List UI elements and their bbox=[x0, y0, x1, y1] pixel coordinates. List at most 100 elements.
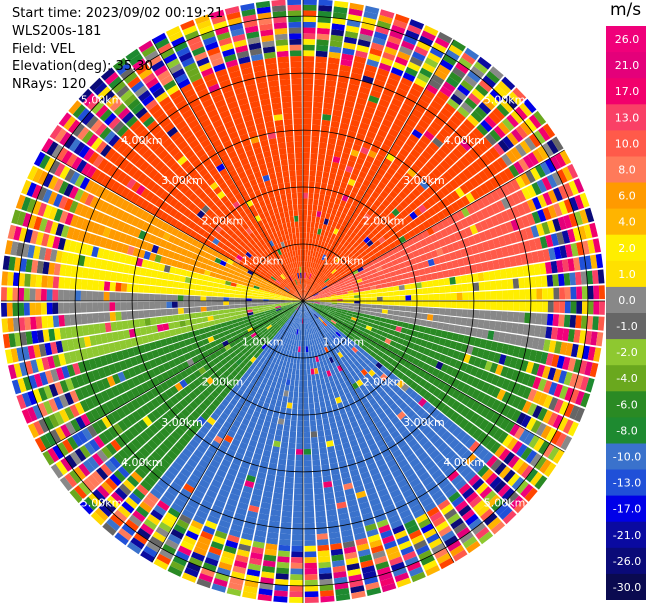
ray-gate bbox=[383, 138, 394, 148]
ray-gate bbox=[307, 311, 311, 317]
ray-gate bbox=[414, 318, 422, 326]
ray-gate bbox=[475, 157, 487, 170]
ray-gate bbox=[204, 520, 218, 530]
ray-gate bbox=[334, 272, 340, 278]
ray-gate bbox=[106, 375, 116, 387]
ray-gate bbox=[294, 488, 303, 495]
ray-gate bbox=[184, 319, 192, 326]
ray-gate bbox=[254, 447, 264, 456]
ray-gate bbox=[70, 326, 78, 338]
ray-gate bbox=[122, 264, 130, 274]
ray-gate bbox=[12, 302, 19, 317]
ray-gate bbox=[304, 454, 312, 461]
ray-gate bbox=[218, 488, 230, 498]
ray-gate bbox=[463, 421, 474, 433]
ray-gate bbox=[462, 536, 478, 549]
ray-gate bbox=[238, 466, 249, 475]
ray-gate bbox=[470, 264, 478, 274]
ray-gate bbox=[263, 365, 270, 373]
ray-gate bbox=[304, 266, 307, 273]
ray-gate bbox=[495, 200, 506, 212]
ray-gate bbox=[329, 350, 335, 357]
ray-gate bbox=[113, 341, 122, 352]
ray-gate bbox=[201, 389, 211, 398]
ray-gate bbox=[342, 540, 356, 549]
ray-gate bbox=[305, 290, 309, 296]
ray-gate bbox=[306, 278, 309, 285]
ray-gate bbox=[320, 211, 326, 219]
ray-gate bbox=[559, 385, 569, 400]
ray-gate bbox=[13, 363, 23, 378]
ray-gate bbox=[520, 253, 528, 265]
ray-gate bbox=[249, 402, 257, 411]
ray-gate bbox=[223, 545, 237, 555]
ray-gate bbox=[423, 348, 431, 356]
ray-gate bbox=[266, 360, 272, 367]
ray-gate bbox=[535, 276, 542, 288]
ray-gate bbox=[557, 216, 567, 231]
ray-gate bbox=[482, 97, 496, 111]
ray-gate bbox=[247, 286, 254, 291]
ray-gate bbox=[279, 533, 291, 540]
ray-gate bbox=[303, 61, 314, 68]
ray-gate bbox=[303, 175, 309, 182]
ray-gate bbox=[151, 349, 160, 359]
ray-gate bbox=[305, 284, 309, 291]
ray-gate bbox=[481, 451, 494, 464]
ray-gate bbox=[260, 363, 266, 371]
ray-gate bbox=[289, 585, 303, 592]
ray-gate bbox=[198, 402, 208, 412]
ray-gate bbox=[414, 159, 425, 169]
ray-gate bbox=[501, 378, 511, 391]
ray-gate bbox=[260, 335, 267, 342]
ray-gate bbox=[339, 466, 349, 474]
ray-gate bbox=[532, 196, 542, 210]
ray-gate bbox=[304, 477, 313, 484]
ray-gate bbox=[373, 199, 382, 208]
ray-gate bbox=[403, 278, 410, 285]
ray-gate bbox=[162, 413, 172, 423]
ray-gate bbox=[61, 251, 69, 264]
ray-gate bbox=[250, 434, 259, 442]
ray-gate bbox=[581, 286, 588, 300]
ray-gate bbox=[375, 561, 390, 571]
ray-gate bbox=[426, 314, 434, 321]
ray-gate bbox=[343, 331, 350, 337]
ray-gate bbox=[375, 458, 386, 468]
ray-gate bbox=[342, 207, 349, 215]
ray-gate bbox=[323, 102, 333, 110]
ray-gate bbox=[496, 401, 507, 414]
ray-gate bbox=[314, 182, 321, 189]
ray-gate bbox=[146, 351, 154, 361]
ray-gate bbox=[347, 160, 356, 168]
ray-gate bbox=[195, 464, 207, 474]
ray-gate bbox=[29, 274, 37, 287]
ray-gate bbox=[214, 572, 230, 582]
ray-gate bbox=[432, 203, 441, 214]
ray-gate bbox=[33, 373, 43, 388]
ray-gate bbox=[452, 350, 461, 360]
ray-gate bbox=[442, 171, 453, 182]
ray-gate bbox=[188, 382, 197, 391]
ray-gate bbox=[520, 414, 532, 428]
ray-gate bbox=[234, 304, 241, 309]
ray-gate bbox=[178, 314, 185, 321]
ray-gate bbox=[110, 397, 121, 410]
ray-gate bbox=[304, 278, 307, 285]
ray-gate bbox=[355, 490, 367, 499]
ray-gate bbox=[260, 370, 267, 378]
ray-gate bbox=[197, 535, 212, 546]
ray-gate bbox=[166, 434, 178, 445]
ray-gate bbox=[400, 77, 413, 88]
ray-gate bbox=[376, 308, 383, 313]
ray-gate bbox=[346, 229, 353, 237]
ray-gate bbox=[483, 512, 498, 526]
ray-gate bbox=[405, 306, 412, 312]
ray-gate bbox=[438, 478, 450, 490]
ray-gate bbox=[194, 301, 201, 307]
ray-gate bbox=[324, 91, 335, 99]
ray-gate bbox=[356, 97, 367, 106]
ray-gate bbox=[587, 301, 594, 315]
ray-gate bbox=[412, 226, 421, 235]
ray-gate bbox=[379, 259, 387, 266]
